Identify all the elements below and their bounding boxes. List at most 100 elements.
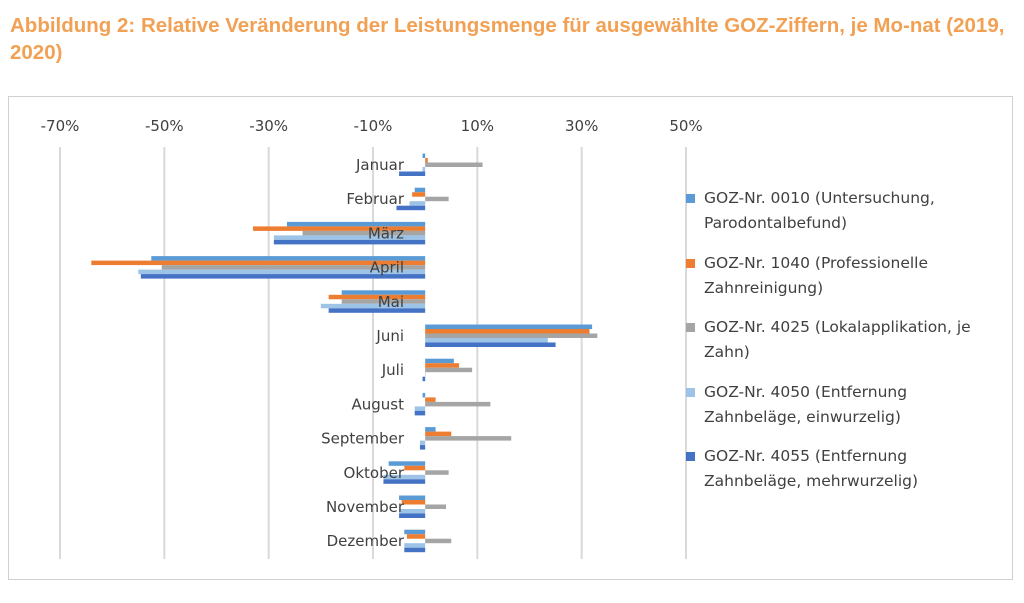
bar: [399, 509, 426, 514]
bar: [404, 543, 426, 548]
bar: [414, 410, 426, 416]
bar: [425, 367, 473, 373]
legend-label: Parodontalbefund): [704, 214, 848, 232]
legend-swatch: [686, 323, 695, 332]
category-label: Januar: [355, 156, 405, 174]
bar: [399, 513, 426, 518]
legend-label: GOZ-Nr. 1040 (Professionelle: [704, 253, 929, 272]
bar: [419, 445, 426, 450]
bar: [399, 171, 426, 176]
category-label: März: [368, 224, 404, 242]
legend-label: GOZ-Nr. 0010 (Untersuchung,: [704, 189, 935, 207]
bar: [425, 324, 593, 329]
legend-label: Zahn): [704, 343, 750, 361]
x-tick-label: -70%: [41, 117, 80, 135]
legend-label: GOZ-Nr. 4055 (Entfernung: [704, 447, 908, 465]
x-tick-label: -50%: [145, 117, 184, 135]
bar: [406, 534, 426, 539]
x-tick-label: 30%: [565, 117, 598, 135]
bar: [140, 274, 426, 279]
bar: [388, 461, 426, 466]
bar: [396, 205, 426, 211]
legend-item-4055: GOZ-Nr. 4055 (Entfernung Zahnbeläge, meh…: [686, 444, 1006, 494]
bar: [341, 290, 426, 295]
bar: [341, 299, 426, 304]
x-tick-label: 50%: [669, 117, 702, 135]
bars: [91, 153, 598, 553]
gridlines: [59, 147, 687, 559]
bar: [425, 401, 491, 407]
category-labels: Januar Februar März April Mai Juni Juli August S…: [321, 156, 405, 550]
bar: [412, 192, 426, 197]
chart-frame: [8, 96, 1013, 580]
category-label: Dezember: [327, 532, 405, 550]
category-label: September: [321, 430, 405, 448]
legend: GOZ-Nr. 0010 (Untersuchung, Parodontalbe…: [686, 186, 1006, 509]
bar: [425, 372, 426, 377]
bar: [401, 500, 426, 505]
legend-item-4025: GOZ-Nr. 4025 (Lokalapplikation, je Zahn): [686, 315, 1006, 365]
category-label: Mai: [378, 293, 404, 311]
bar: [409, 201, 426, 206]
legend-swatch: [686, 194, 695, 203]
bar: [273, 239, 426, 245]
legend-label: GOZ-Nr. 4025 (Lokalapplikation, je: [704, 318, 971, 336]
bar: [425, 338, 548, 343]
bar: [425, 158, 428, 163]
bar: [302, 230, 426, 236]
bar: [422, 392, 426, 398]
bar: [422, 167, 426, 172]
bar: [399, 495, 426, 500]
bar: [425, 538, 452, 544]
legend-swatch: [686, 258, 695, 268]
bar: [328, 294, 426, 300]
bar: [425, 431, 452, 437]
x-tick-label: -30%: [249, 117, 288, 135]
bar: [404, 547, 426, 553]
bar: [425, 504, 447, 509]
bar: [320, 303, 426, 309]
category-label: Februar: [346, 190, 404, 208]
bar: [425, 397, 436, 402]
bar: [425, 162, 483, 167]
bar: [414, 406, 426, 411]
legend-swatch: [686, 387, 695, 397]
category-label: August: [352, 395, 405, 413]
legend-label: Zahnreinigung): [704, 278, 824, 297]
bar: [328, 308, 426, 313]
bar: [414, 187, 426, 193]
bar: [383, 479, 426, 484]
bar: [91, 260, 426, 266]
bar: [422, 153, 426, 158]
category-label: November: [326, 498, 405, 516]
bar: [161, 265, 426, 270]
bar: [425, 342, 556, 347]
legend-label: Zahnbeläge, mehrwurzelig): [704, 472, 919, 490]
bar: [422, 376, 426, 382]
x-tick-label: 10%: [461, 117, 494, 135]
legend-item-0010: GOZ-Nr. 0010 (Untersuchung, Parodontalbe…: [686, 186, 1006, 236]
category-label: Juni: [375, 327, 404, 345]
bar: [383, 474, 426, 480]
bar: [425, 196, 449, 202]
bar: [151, 256, 426, 261]
bar: [404, 465, 426, 471]
bar: [425, 363, 460, 368]
x-axis-tick-labels: -70% -50% -30% -10% 10% 30% 50%: [41, 117, 703, 135]
legend-item-4050: GOZ-Nr. 4050 (Entfernung Zahnbeläge, ein…: [686, 380, 1006, 430]
bar: [138, 269, 426, 275]
legend-swatch: [686, 452, 695, 461]
bar: [273, 235, 426, 240]
category-label: April: [370, 259, 404, 277]
legend-label: Zahnbeläge, einwurzelig): [704, 407, 901, 426]
bar: [286, 221, 426, 227]
figure-title: Abbildung 2: Relative Veränderung der Le…: [10, 14, 1005, 64]
bar: [425, 358, 454, 364]
bar: [425, 333, 598, 338]
bar: [404, 529, 426, 535]
legend-label: GOZ-Nr. 4050 (Entfernung: [704, 382, 908, 401]
bar: [425, 436, 512, 441]
bar: [425, 329, 590, 334]
bar: [253, 226, 426, 231]
